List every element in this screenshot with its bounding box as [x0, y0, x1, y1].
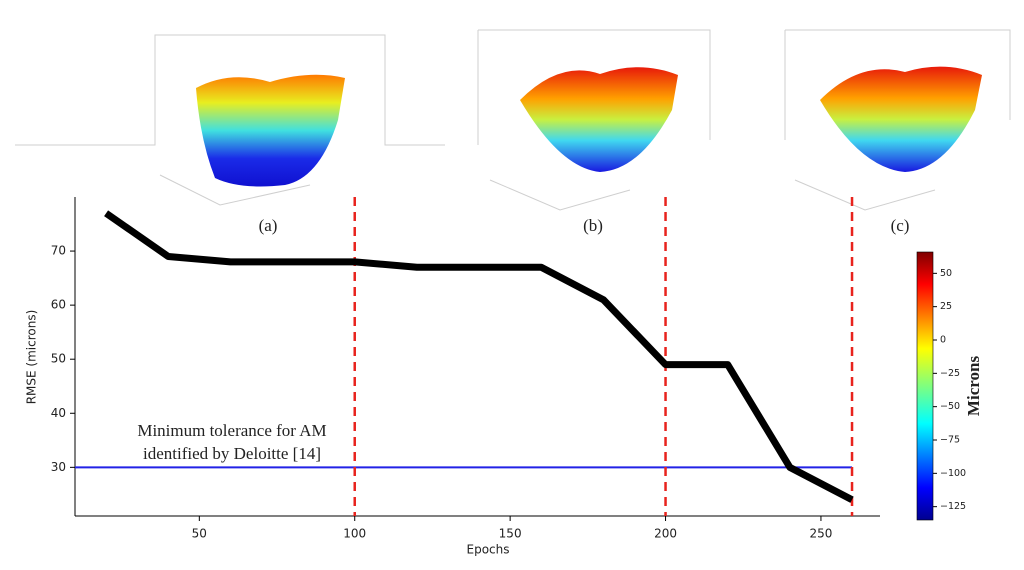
surface-a — [196, 74, 345, 187]
y-tick-label: 50 — [51, 352, 66, 366]
x-tick-label: 50 — [192, 527, 207, 541]
rmse-line — [104, 210, 854, 503]
surface-c — [820, 66, 982, 172]
panel-frames — [15, 29, 1011, 211]
colorbar-tick-label: −100 — [940, 468, 966, 479]
panel-label: (c) — [891, 216, 910, 235]
x-tick-label: 200 — [654, 527, 677, 541]
colorbar-tick-label: −125 — [940, 501, 966, 512]
annotation: Minimum tolerance for AM — [137, 421, 326, 440]
y-tick-label: 30 — [51, 460, 66, 474]
colorbar-tick-label: −50 — [940, 401, 960, 412]
colorbar-tick-label: 0 — [940, 335, 946, 346]
y-tick-label: 60 — [51, 298, 66, 312]
x-tick-label: 150 — [499, 527, 522, 541]
colorbar — [916, 251, 934, 521]
panel-label: (b) — [583, 216, 603, 235]
surface-b — [520, 67, 678, 172]
x-tick-label: 250 — [809, 527, 832, 541]
panel-label: (a) — [259, 216, 278, 235]
colorbar-tick-label: 50 — [940, 268, 952, 279]
y-tick-label: 70 — [51, 244, 66, 258]
colorbar-tick-label: 25 — [940, 301, 952, 312]
x-axis-label: Epochs — [467, 543, 510, 557]
annotation: identified by Deloitte [14] — [143, 444, 321, 463]
colorbar-tick-label: −25 — [940, 368, 960, 379]
colorbar-tick-label: −75 — [940, 435, 960, 446]
x-tick-label: 100 — [343, 527, 366, 541]
y-tick-label: 40 — [51, 406, 66, 420]
colorbar-label: Microns — [964, 356, 983, 417]
y-axis-label: RMSE (microns) — [25, 310, 39, 405]
